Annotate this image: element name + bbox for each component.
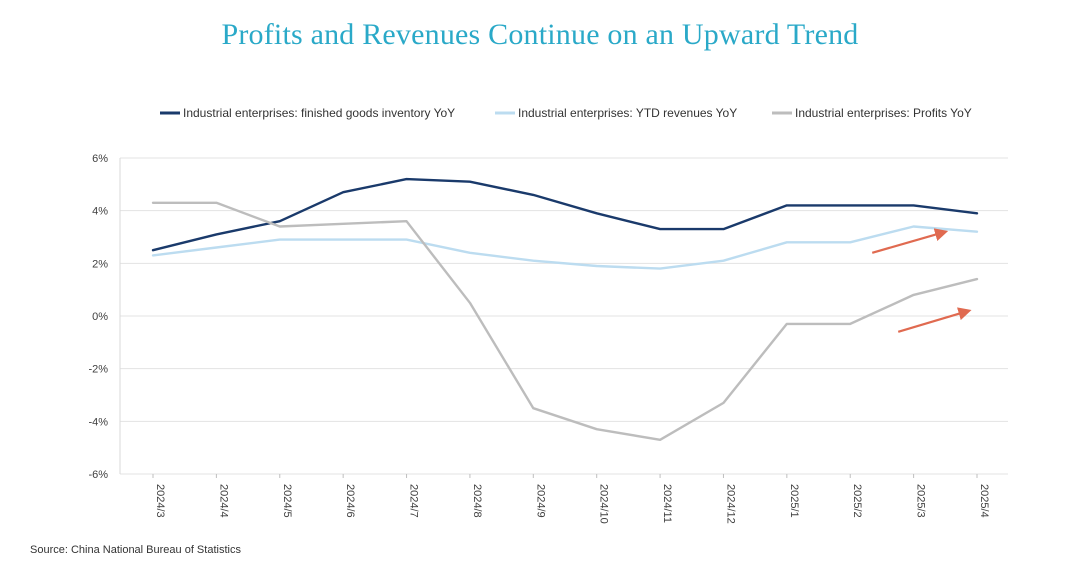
x-tick-label: 2024/11 xyxy=(661,484,673,523)
trend-arrow xyxy=(897,307,972,333)
x-tick-label: 2025/3 xyxy=(915,484,927,518)
x-axis: 2024/3 2024/4 2024/5 2024/6 2024/7 2024/8 2024… xyxy=(152,474,990,524)
y-tick-label: 0% xyxy=(92,311,108,323)
y-axis: 6% 4% 2% 0% -2% -4% -6% xyxy=(88,153,121,481)
source-note: Source: China National Bureau of Statist… xyxy=(30,544,241,556)
x-tick-label: 2024/6 xyxy=(344,484,356,518)
chart-title: Profits and Revenues Continue on an Upwa… xyxy=(221,18,859,51)
x-tick-label: 2025/2 xyxy=(851,484,863,518)
x-tick-label: 2024/7 xyxy=(408,484,420,518)
legend-label: Industrial enterprises: Profits YoY xyxy=(795,106,972,120)
x-tick-label: 2024/8 xyxy=(471,484,483,518)
series-lines xyxy=(151,177,979,441)
series-line-2 xyxy=(151,225,979,270)
x-tick-label: 2024/9 xyxy=(534,484,546,518)
y-tick-label: -4% xyxy=(88,416,108,428)
legend-label: Industrial enterprises: finished goods i… xyxy=(183,106,455,120)
x-tick-label: 2024/10 xyxy=(598,484,610,524)
y-tick-label: 4% xyxy=(92,206,108,218)
series-line-3 xyxy=(151,201,979,441)
x-tick-label: 2024/12 xyxy=(724,484,736,524)
annotations xyxy=(871,228,972,333)
y-tick-label: 2% xyxy=(92,258,108,270)
trend-arrow xyxy=(871,228,949,254)
y-tick-label: -2% xyxy=(88,364,108,376)
legend-label: Industrial enterprises: YTD revenues YoY xyxy=(518,106,737,120)
y-tick-label: -6% xyxy=(88,469,108,481)
x-tick-label: 2024/5 xyxy=(281,484,293,518)
y-tick-label: 6% xyxy=(92,153,108,165)
x-tick-label: 2025/4 xyxy=(978,484,990,518)
x-tick-label: 2025/1 xyxy=(788,484,800,518)
x-tick-label: 2024/4 xyxy=(217,484,229,518)
legend: Industrial enterprises: finished goods i… xyxy=(160,106,972,120)
series-line-1 xyxy=(151,177,979,252)
x-tick-label: 2024/3 xyxy=(154,484,166,518)
